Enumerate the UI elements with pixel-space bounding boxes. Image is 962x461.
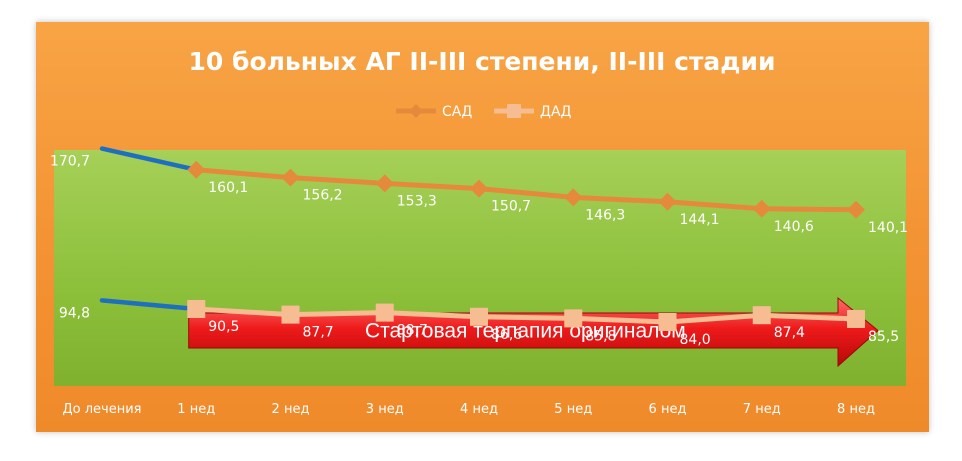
series-first-segment: [99, 298, 199, 312]
legend-marker: [507, 104, 521, 118]
data-point: [281, 168, 300, 187]
data-label: 150,7: [491, 199, 531, 215]
data-label: 87,7: [303, 325, 334, 341]
legend-item-1: САД: [396, 104, 472, 120]
data-label: 140,6: [774, 219, 814, 235]
x-tick-label: 8 нед: [837, 402, 875, 417]
line-chart: 10 больных АГ II-III степени, II-III ста…: [50, 47, 908, 417]
data-label: 160,1: [208, 180, 248, 196]
x-tick-label: До лечения: [63, 402, 142, 417]
data-label: 153,3: [397, 193, 437, 209]
data-point: [470, 307, 488, 326]
data-label: 88,7: [397, 323, 428, 339]
series-layer: [99, 146, 865, 331]
series-2: [99, 298, 865, 331]
data-label: 86,6: [491, 327, 522, 343]
data-point: [470, 179, 488, 198]
data-label: 90,5: [208, 319, 239, 335]
data-label: 146,3: [585, 207, 625, 223]
data-point: [375, 174, 394, 193]
data-point: [658, 313, 677, 331]
x-tick-label: 1 нед: [177, 402, 215, 417]
data-point: [752, 306, 771, 325]
x-tick-label: 2 нед: [272, 402, 310, 417]
legend: САД ДАД: [396, 104, 572, 120]
data-point: [752, 199, 771, 218]
x-tick-label: 7 нед: [743, 402, 781, 417]
data-label: 156,2: [303, 188, 343, 204]
data-point: [187, 300, 206, 318]
data-label: 140,1: [868, 220, 908, 236]
x-axis-ticks: До лечения 1 нед 2 нед 3 нед 4 нед 5 нед 6 нед…: [63, 402, 875, 417]
data-label: 85,5: [868, 329, 899, 345]
legend-marker: [409, 104, 423, 118]
data-label: 85,8: [585, 328, 616, 344]
data-point: [564, 188, 583, 207]
data-label: 84,0: [680, 332, 711, 348]
annotation-text: Стартовая терпапия оригиналом: [365, 320, 686, 343]
x-tick-label: 4 нед: [460, 402, 498, 417]
data-point: [187, 160, 206, 179]
data-point: [564, 309, 583, 328]
legend-item-2: ДАД: [494, 104, 572, 120]
data-point: [281, 305, 300, 324]
data-label: 170,7: [50, 154, 90, 170]
data-label: 87,4: [774, 325, 805, 341]
series-line: [196, 167, 857, 213]
data-point: [375, 303, 394, 322]
legend-label: САД: [442, 104, 472, 120]
chart-title: 10 больных АГ II-III степени, II-III ста…: [189, 47, 776, 76]
series-first-segment: [99, 146, 199, 173]
series-line: [196, 306, 857, 325]
data-point: [847, 310, 865, 328]
data-label: 144,1: [680, 212, 720, 228]
x-tick-label: 3 нед: [366, 402, 404, 417]
chart-frame: 10 больных АГ II-III степени, II-III ста…: [36, 22, 929, 432]
series-1: [99, 146, 865, 219]
x-tick-label: 5 нед: [554, 402, 592, 417]
x-tick-label: 6 нед: [649, 402, 687, 417]
data-point: [658, 192, 677, 211]
data-label: 94,8: [59, 305, 90, 321]
legend-label: ДАД: [540, 104, 572, 120]
data-labels: 170,7 160,1 156,2 153,3 150,7 146,3 144,1 140,6…: [50, 154, 908, 348]
data-point: [847, 200, 865, 219]
